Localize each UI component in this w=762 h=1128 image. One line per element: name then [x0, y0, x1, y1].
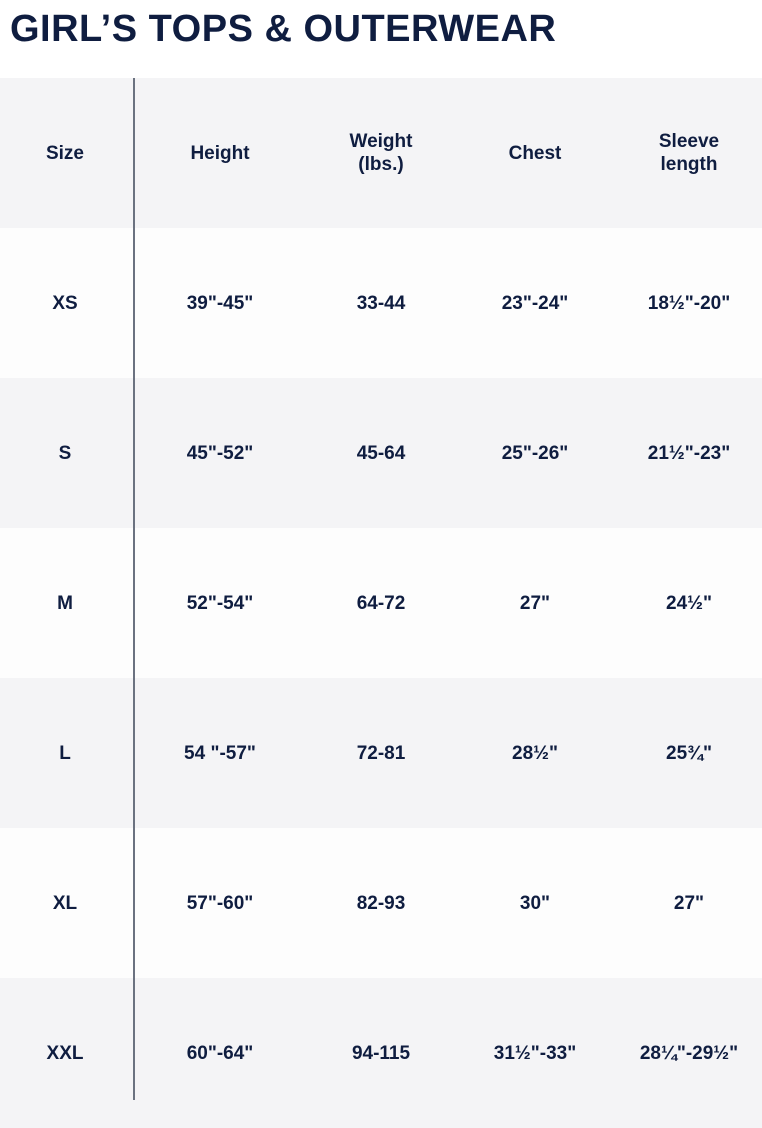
cell: S	[58, 442, 72, 464]
cell: XXL	[46, 1042, 84, 1064]
cell: 39"-45"	[186, 292, 254, 314]
table-row: XL 57"-60" 82-93 30" 27"	[0, 828, 762, 978]
cell: 23"-24"	[501, 292, 569, 314]
cell: 54 "-57"	[184, 742, 256, 764]
cell: 30"	[519, 892, 551, 914]
cell: 45"-52"	[186, 442, 254, 464]
header-cell: Size	[45, 142, 85, 164]
header-cell: Height	[190, 142, 250, 164]
cell: XS	[52, 292, 78, 314]
cell: 28½"	[512, 742, 558, 764]
table-row: L 54 "-57" 72-81 28½" 25¾"	[0, 678, 762, 828]
table-row: M 52"-54" 64-72 27" 24½"	[0, 528, 762, 678]
cell: 18½"-20"	[647, 292, 731, 314]
table-row: XS 39"-45" 33-44 23"-24" 18½"-20"	[0, 228, 762, 378]
cell: 82-93	[356, 892, 406, 914]
page: GIRL’S TOPS & OUTERWEAR Size Height Weight…	[0, 8, 762, 1128]
header-row: Size Height Weight (lbs.) Chest Sleeve lengt…	[0, 78, 762, 228]
cell: 52"-54"	[186, 592, 254, 614]
size-table: Size Height Weight (lbs.) Chest Sleeve lengt…	[0, 78, 762, 1128]
table-row: XXL 60"-64" 94-115 31½"-33" 28¼"-29½"	[0, 978, 762, 1128]
header-cell: Sleeve length	[658, 131, 720, 175]
cell: M	[57, 592, 73, 614]
header-cell: Chest	[508, 142, 562, 164]
column-divider	[133, 78, 135, 1100]
cell: 27"	[673, 892, 705, 914]
cell: 33-44	[356, 292, 406, 314]
cell: 31½"-33"	[493, 1042, 577, 1064]
cell: 94-115	[351, 1042, 411, 1064]
cell: 25"-26"	[501, 442, 569, 464]
header-cell: Weight (lbs.)	[349, 131, 413, 175]
cell: 45-64	[356, 442, 406, 464]
title: GIRL’S TOPS & OUTERWEAR	[10, 8, 557, 50]
cell: 27"	[519, 592, 551, 614]
cell: 57"-60"	[186, 892, 254, 914]
cell: 24½"	[666, 592, 712, 614]
cell: 25¾"	[666, 742, 712, 764]
cell: L	[59, 742, 71, 764]
table-row: S 45"-52" 45-64 25"-26" 21½"-23"	[0, 378, 762, 528]
cell: XL	[52, 892, 78, 914]
cell: 21½"-23"	[647, 442, 731, 464]
cell: 64-72	[356, 592, 406, 614]
cell: 60"-64"	[186, 1042, 254, 1064]
cell: 72-81	[356, 742, 406, 764]
cell: 28¼"-29½"	[639, 1042, 739, 1064]
